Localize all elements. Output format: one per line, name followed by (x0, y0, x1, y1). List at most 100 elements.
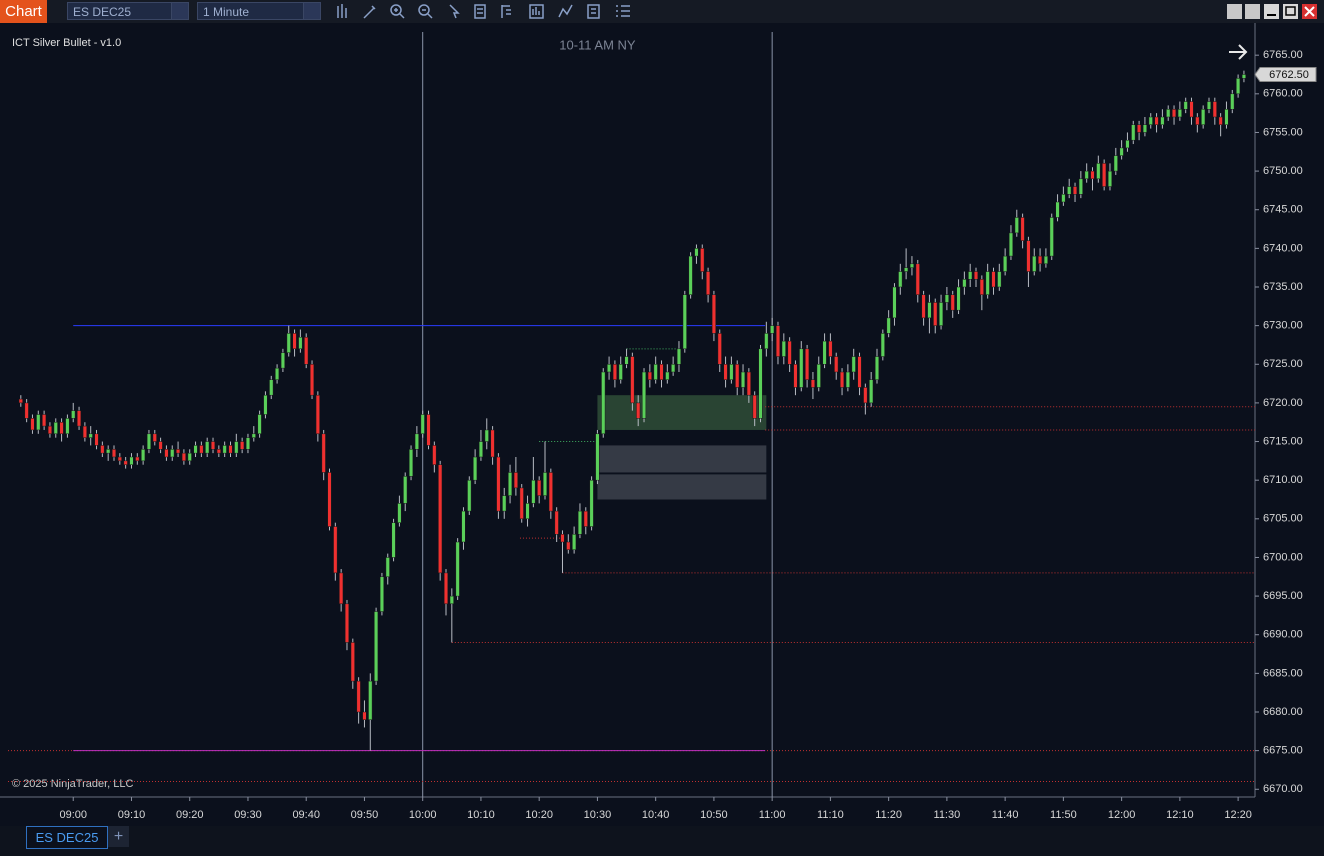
candle-body (618, 364, 623, 380)
candle-body (723, 364, 728, 380)
candle-body (1218, 116, 1223, 125)
dropdown[interactable] (303, 3, 320, 19)
x-tick-label: 12:20 (1224, 809, 1252, 821)
x-tick-label: 11:50 (1050, 809, 1077, 821)
candle-body (706, 271, 711, 295)
candle-body (443, 572, 449, 605)
candle-body (589, 479, 594, 527)
y-tick-label: 6695.00 (1263, 590, 1303, 602)
candle-body (577, 510, 583, 535)
candle-body (950, 294, 955, 311)
candle-body (735, 364, 740, 388)
candle-body (630, 356, 635, 404)
candle-body (467, 479, 472, 512)
toolbar: Chart ES DEC25 1 Minute (0, 0, 1324, 24)
candle-body (682, 294, 687, 350)
candle-body (1206, 101, 1212, 110)
y-tick-label: 6670.00 (1263, 783, 1303, 795)
app-button[interactable]: Chart (0, 0, 47, 23)
candle-body (123, 460, 128, 465)
scroll-arrow[interactable] (1229, 44, 1248, 60)
list-icon[interactable] (616, 5, 630, 17)
properties-icon[interactable] (501, 5, 511, 18)
indicators-icon[interactable] (529, 4, 544, 19)
candle-body (1160, 116, 1165, 125)
chart-tab[interactable]: ES DEC25 (26, 826, 108, 849)
interval-text: 1 Minute (203, 5, 250, 19)
pointer-icon[interactable] (449, 4, 460, 19)
candle-body (1241, 74, 1246, 79)
candle-body (502, 495, 507, 512)
candle-body (111, 449, 117, 458)
candle-body (956, 286, 961, 311)
add-tab-button[interactable]: + (108, 826, 129, 847)
x-tick-label: 11:20 (875, 809, 902, 821)
dropdown[interactable] (171, 3, 188, 19)
candle-body (1020, 217, 1025, 241)
candle-body (1049, 217, 1054, 257)
candle-body (449, 595, 454, 605)
candle-body (1067, 186, 1072, 195)
candle-body (665, 371, 670, 380)
candle-body (199, 445, 204, 454)
candle-body (164, 449, 169, 458)
candle-body (828, 340, 833, 357)
candle-body (1078, 178, 1083, 195)
copyright: © 2025 NinjaTrader, LLC (12, 778, 133, 790)
zoom-in-icon[interactable] (390, 4, 405, 19)
candle-body (257, 414, 262, 435)
candle-body (496, 456, 501, 512)
candle-body (181, 452, 186, 462)
candle-body (1212, 101, 1217, 118)
candle-body (65, 418, 70, 435)
candle-body (583, 510, 588, 527)
strategies-icon[interactable] (558, 4, 573, 18)
y-tick-label: 6740.00 (1263, 242, 1303, 254)
candle-body (1096, 163, 1101, 180)
tile-button[interactable] (1227, 4, 1242, 19)
bars-icon[interactable] (337, 4, 347, 18)
candle-body (810, 379, 815, 388)
y-tick-label: 6710.00 (1263, 474, 1303, 486)
candle-body (350, 642, 355, 682)
candle-body (269, 379, 274, 396)
x-tick-label: 10:50 (700, 809, 728, 821)
candle-body (222, 445, 227, 454)
candle-body (647, 371, 652, 380)
draw-icon[interactable] (363, 5, 376, 19)
candle-body (438, 464, 443, 574)
candle-body (176, 449, 181, 454)
candle-body (426, 414, 431, 446)
candle-body (886, 317, 891, 334)
x-tick-label: 10:00 (409, 809, 437, 821)
interval-select[interactable]: 1 Minute (197, 2, 321, 20)
y-tick-label: 6685.00 (1263, 667, 1303, 679)
candle-body (1107, 170, 1113, 187)
candle-body (158, 441, 163, 450)
y-tick-label: 6715.00 (1263, 435, 1303, 447)
candle-body (653, 364, 658, 380)
candle-body (1201, 109, 1206, 125)
candle-body (53, 421, 58, 435)
candle-body (904, 267, 909, 272)
candle-body (315, 394, 320, 435)
candle-body (82, 425, 87, 438)
tile-button[interactable] (1245, 4, 1260, 19)
x-tick-label: 09:20 (176, 809, 204, 821)
candle-body (729, 364, 734, 380)
instrument-text: ES DEC25 (73, 5, 132, 19)
candle-body (391, 522, 396, 558)
candle-body (286, 333, 291, 353)
minimize-button[interactable] (1264, 4, 1279, 19)
x-tick-label: 09:10 (118, 809, 146, 821)
candle-body (1090, 170, 1095, 180)
candle-body (304, 336, 309, 365)
candle-body (816, 364, 821, 388)
x-tick-label: 10:40 (642, 809, 670, 821)
templates-icon[interactable] (587, 4, 600, 19)
candle-body (100, 445, 105, 454)
candle-body (595, 433, 600, 481)
data-box-icon[interactable] (474, 4, 486, 19)
instrument-select[interactable]: ES DEC25 (67, 2, 189, 20)
zoom-out-icon[interactable] (418, 4, 433, 19)
